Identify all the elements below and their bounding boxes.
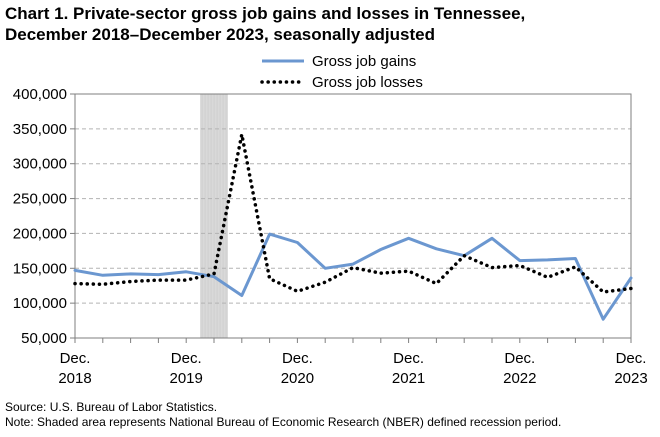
x-tick-label-year: 2019	[170, 370, 203, 387]
y-tick-label: 200,000	[13, 225, 67, 242]
losses-data-point: Mar 2019: 127,000	[101, 282, 105, 286]
gains-data-point: Jun 2021: 156,000	[351, 262, 355, 266]
chart-title-line-1: Chart 1. Private-sector gross job gains …	[5, 4, 526, 23]
losses-data-point: Jun 2021: 151,000	[351, 266, 355, 270]
losses-data-point: Dec 2023: 121,000	[629, 287, 633, 291]
x-tick-label-month: Dec.	[616, 350, 647, 367]
gains-data-point: Dec 2019: 145,000	[184, 270, 188, 274]
gains-data-point: Dec 2023: 136,000	[629, 276, 633, 280]
gains-data-point: Jun 2019: 142,000	[129, 272, 133, 276]
gains-data-point: Dec 2018: 147,000	[73, 268, 77, 272]
x-tick-label-month: Dec.	[60, 350, 91, 367]
losses-data-point: Jun 2019: 131,000	[129, 280, 133, 284]
y-tick-label: 250,000	[13, 191, 67, 208]
gains-data-point: Dec 2020: 187,000	[295, 240, 299, 244]
gains-data-point: Dec 2022: 161,000	[518, 259, 522, 263]
x-tick-label-year: 2023	[614, 370, 647, 387]
losses-data-point: Jun 2022: 168,000	[462, 254, 466, 258]
y-tick-label: 400,000	[13, 86, 67, 103]
y-tick-label: 50,000	[21, 330, 67, 347]
x-tick-label-month: Dec.	[504, 350, 535, 367]
chart-notes: Source: U.S. Bureau of Labor Statistics.…	[5, 400, 561, 430]
gains-data-point: Mar 2022: 178,000	[434, 247, 438, 251]
legend-label-losses: Gross job losses	[312, 74, 423, 91]
series-line-gross-job-losses	[73, 132, 633, 294]
y-tick-label: 100,000	[13, 295, 67, 312]
x-tick-label-month: Dec.	[282, 350, 313, 367]
y-tick-label: 350,000	[13, 121, 67, 138]
losses-data-point: Sep 2023: 116,000	[601, 290, 605, 294]
losses-data-point: Sep 2019: 133,000	[156, 278, 160, 282]
losses-data-point: Mar 2022: 128,000	[434, 282, 438, 286]
losses-data-point: Sep 2020: 135,000	[268, 277, 272, 281]
gains-data-point: Mar 2019: 140,000	[101, 273, 105, 277]
x-tick-label-year: 2020	[281, 370, 314, 387]
losses-data-point: Jun 2020: 342,000	[240, 132, 244, 136]
chart-title: Chart 1. Private-sector gross job gains …	[5, 3, 655, 45]
series-line-gross-job-gains	[73, 232, 633, 321]
gains-data-point: Dec 2021: 193,000	[407, 236, 411, 240]
losses-data-point: Sep 2021: 143,000	[379, 271, 383, 275]
gains-data-point: Sep 2020: 199,000	[268, 232, 272, 236]
losses-data-point: Dec 2020: 117,000	[295, 289, 299, 293]
x-tick-label-year: 2022	[503, 370, 536, 387]
gains-data-point: Mar 2021: 150,000	[323, 266, 327, 270]
gains-data-point: Sep 2021: 177,000	[379, 247, 383, 251]
chart-title-line-2: December 2018–December 2023, seasonally …	[5, 25, 435, 44]
x-tick-label-year: 2018	[58, 370, 91, 387]
gains-data-point: Sep 2019: 141,000	[156, 273, 160, 277]
gains-data-point: Sep 2022: 193,000	[490, 236, 494, 240]
x-tick-label-year: 2021	[392, 370, 425, 387]
gains-data-point: Mar 2023: 162,000	[546, 258, 550, 262]
gains-data-point: Sep 2023: 77,000	[601, 317, 605, 321]
plot-frame	[74, 93, 632, 339]
losses-data-point: Dec 2018: 128,000	[73, 282, 77, 286]
recession-note: Note: Shaded area represents National Bu…	[5, 415, 562, 429]
x-tick-label-month: Dec.	[171, 350, 202, 367]
y-tick-label: 300,000	[13, 156, 67, 173]
source-note: Source: U.S. Bureau of Labor Statistics.	[5, 400, 218, 414]
losses-data-point: Mar 2023: 137,000	[546, 275, 550, 279]
losses-data-point: Dec 2021: 146,000	[407, 269, 411, 273]
losses-data-point: Dec 2019: 133,000	[184, 278, 188, 282]
losses-data-point: Mar 2021: 130,000	[323, 280, 327, 284]
losses-data-point: Dec 2022: 154,000	[518, 263, 522, 267]
gains-data-point: Jun 2020: 111,000	[240, 293, 244, 297]
gains-data-point: Jun 2023: 164,000	[573, 257, 577, 261]
losses-data-point: Sep 2022: 151,000	[490, 266, 494, 270]
legend-label-gains: Gross job gains	[312, 53, 416, 70]
x-tick-label-month: Dec.	[393, 350, 424, 367]
losses-data-point: Jun 2023: 152,000	[573, 265, 577, 269]
losses-data-point: Mar 2020: 142,000	[212, 272, 216, 276]
y-tick-label: 150,000	[13, 260, 67, 277]
